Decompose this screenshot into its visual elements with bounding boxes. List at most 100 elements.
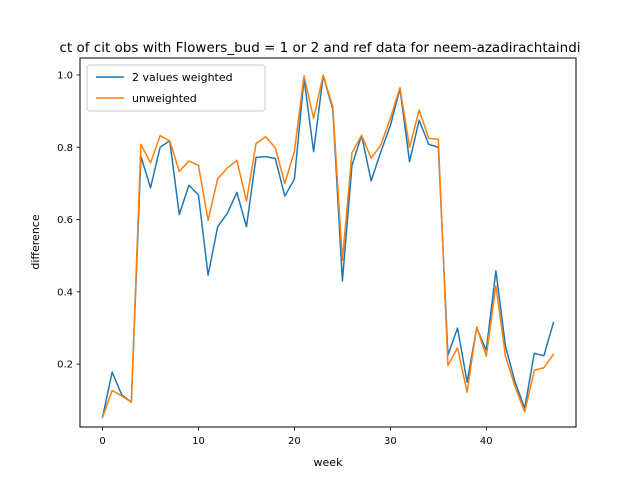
data-point-s2-9 xyxy=(188,160,190,162)
data-point-s2-30 xyxy=(389,117,391,119)
x-tick-label: 30 xyxy=(384,436,397,447)
data-point-s1-46 xyxy=(543,355,545,357)
data-point-s1-25 xyxy=(341,280,343,282)
data-point-s2-45 xyxy=(533,369,535,371)
data-point-s2-11 xyxy=(207,219,209,221)
data-point-s2-6 xyxy=(159,135,161,137)
data-point-s2-39 xyxy=(476,326,478,328)
data-point-s2-40 xyxy=(485,355,487,357)
data-point-s1-47 xyxy=(552,321,554,323)
data-point-s1-37 xyxy=(456,327,458,329)
data-point-s2-15 xyxy=(245,200,247,202)
data-point-s1-14 xyxy=(236,191,238,193)
data-point-s2-20 xyxy=(293,150,295,152)
series-line-2 xyxy=(101,74,555,419)
data-point-s2-19 xyxy=(284,182,286,184)
data-point-s1-12 xyxy=(216,226,218,228)
plot-frame xyxy=(79,57,577,428)
x-axis-label: week xyxy=(314,456,344,469)
data-point-s1-30 xyxy=(389,124,391,126)
data-point-s2-14 xyxy=(236,159,238,161)
data-point-s2-16 xyxy=(255,142,257,144)
data-point-s1-20 xyxy=(293,178,295,180)
data-point-s2-21 xyxy=(303,75,305,77)
data-point-s1-5 xyxy=(149,187,151,189)
data-point-s2-43 xyxy=(514,385,516,387)
data-point-s2-31 xyxy=(399,86,401,88)
data-point-s1-9 xyxy=(188,184,190,186)
legend-label-1: 2 values weighted xyxy=(132,71,233,84)
y-axis-label: difference xyxy=(29,214,42,269)
y-tick-label: 1.0 xyxy=(57,70,73,81)
data-point-s2-32 xyxy=(408,146,410,148)
data-point-s1-17 xyxy=(264,155,266,157)
y-tick-label: 0.6 xyxy=(57,215,73,226)
data-point-s1-28 xyxy=(370,180,372,182)
data-point-s1-1 xyxy=(111,371,113,373)
data-point-s2-33 xyxy=(418,109,420,111)
data-point-s2-3 xyxy=(130,401,132,403)
data-point-s2-26 xyxy=(351,151,353,153)
data-point-s2-0 xyxy=(101,416,103,418)
data-point-s2-4 xyxy=(140,143,142,145)
data-point-s1-33 xyxy=(418,119,420,121)
data-point-s2-46 xyxy=(543,367,545,369)
y-tick-label: 0.2 xyxy=(57,360,73,371)
data-point-s1-32 xyxy=(408,161,410,163)
data-point-s2-34 xyxy=(428,137,430,139)
data-point-s1-10 xyxy=(197,194,199,196)
data-point-s2-23 xyxy=(322,74,324,76)
data-point-s1-22 xyxy=(312,150,314,152)
x-tick-label: 10 xyxy=(192,436,205,447)
data-point-s1-15 xyxy=(245,226,247,228)
series-line-1 xyxy=(101,74,555,419)
axis-ticks: 0 10 20 30 40 0.2 0.4 0.6 0.8 1.0 xyxy=(57,70,493,447)
data-point-s2-25 xyxy=(341,259,343,261)
data-point-s2-27 xyxy=(360,134,362,136)
data-point-s1-18 xyxy=(274,157,276,159)
plot-area xyxy=(101,74,555,419)
legend: 2 values weighted unweighted xyxy=(86,64,266,112)
chart-title: ct of cit obs with Flowers_bud = 1 or 2 … xyxy=(59,40,580,56)
data-point-s2-35 xyxy=(437,138,439,140)
data-point-s1-45 xyxy=(533,352,535,354)
data-point-s2-29 xyxy=(380,144,382,146)
data-point-s2-36 xyxy=(447,364,449,366)
data-point-s1-34 xyxy=(428,143,430,145)
data-point-s2-13 xyxy=(226,167,228,169)
data-point-s2-2 xyxy=(121,395,123,397)
data-point-s1-19 xyxy=(284,195,286,197)
data-point-s1-16 xyxy=(255,156,257,158)
data-point-s2-41 xyxy=(495,284,497,286)
x-tick-label: 20 xyxy=(288,436,301,447)
y-tick-label: 0.4 xyxy=(57,287,73,298)
x-tick-label: 0 xyxy=(99,436,105,447)
data-point-s2-38 xyxy=(466,391,468,393)
y-tick-label: 0.8 xyxy=(57,143,73,154)
data-point-s2-17 xyxy=(264,136,266,138)
data-point-s1-8 xyxy=(178,213,180,215)
data-point-s2-10 xyxy=(197,164,199,166)
data-point-s2-18 xyxy=(274,146,276,148)
legend-box xyxy=(86,64,266,112)
x-tick-label: 40 xyxy=(480,436,493,447)
data-point-s2-44 xyxy=(523,411,525,413)
data-point-s2-42 xyxy=(504,355,506,357)
data-point-s1-13 xyxy=(226,212,228,214)
legend-label-2: unweighted xyxy=(132,92,197,105)
data-point-s2-22 xyxy=(312,117,314,119)
data-point-s1-11 xyxy=(207,274,209,276)
data-point-s1-41 xyxy=(495,270,497,272)
data-point-s1-29 xyxy=(380,151,382,153)
data-point-s2-28 xyxy=(370,157,372,159)
data-point-s2-37 xyxy=(456,347,458,349)
data-point-s1-6 xyxy=(159,146,161,148)
data-point-s2-12 xyxy=(216,178,218,180)
data-point-s2-5 xyxy=(149,162,151,164)
data-point-s2-8 xyxy=(178,170,180,172)
data-point-s2-47 xyxy=(552,353,554,355)
data-point-s2-1 xyxy=(111,389,113,391)
data-point-s2-24 xyxy=(332,106,334,108)
data-point-s2-7 xyxy=(169,140,171,142)
